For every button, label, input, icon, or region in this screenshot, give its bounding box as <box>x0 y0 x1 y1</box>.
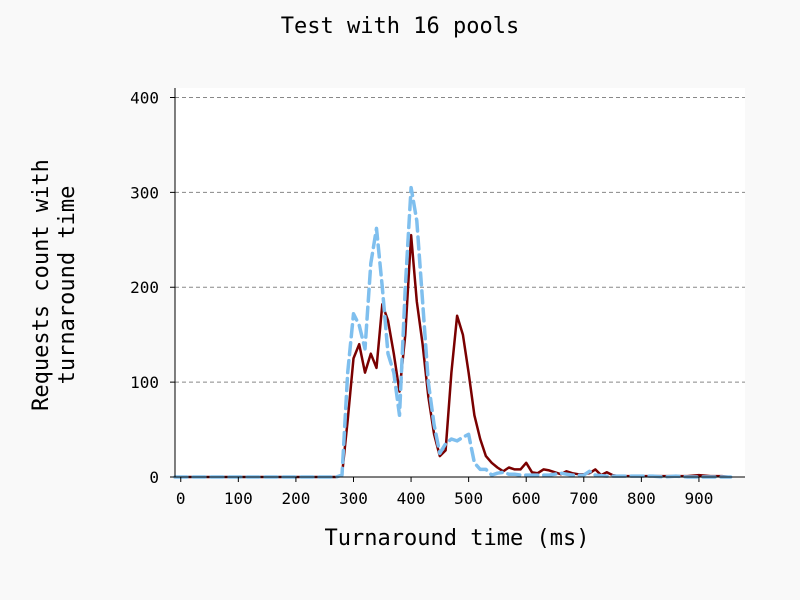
series-line-2 <box>173 185 733 479</box>
x-tick-label-100: 100 <box>224 489 253 508</box>
chart-title: Test with 16 pools <box>281 14 519 39</box>
x-tick-label-900: 900 <box>684 489 713 508</box>
y-tick-label-100: 100 <box>130 373 159 392</box>
x-tick-label-600: 600 <box>512 489 541 508</box>
x-tick-label-200: 200 <box>281 489 310 508</box>
x-tick-label-500: 500 <box>454 489 483 508</box>
x-tick-label-0: 0 <box>176 489 186 508</box>
y-tick-label-300: 300 <box>130 183 159 202</box>
x-tick-label-700: 700 <box>569 489 598 508</box>
y-ticks: 0 100 200 300 400 <box>130 88 175 487</box>
plot-area <box>175 88 745 477</box>
x-tick-label-400: 400 <box>397 489 426 508</box>
y-tick-label-400: 400 <box>130 88 159 107</box>
x-tick-label-800: 800 <box>627 489 656 508</box>
y-tick-label-0: 0 <box>149 468 159 487</box>
y-axis-label-line-2: turnaround time <box>55 186 80 385</box>
y-tick-label-200: 200 <box>130 278 159 297</box>
x-tick-label-300: 300 <box>339 489 368 508</box>
x-axis-label: Turnaround time (ms) <box>325 526 590 551</box>
grid <box>175 96 745 383</box>
series-layer <box>173 185 733 479</box>
y-axis-label-line-1: Requests count with <box>29 159 54 411</box>
x-ticks: 0 100 200 300 400 500 600 700 800 900 <box>176 477 713 508</box>
